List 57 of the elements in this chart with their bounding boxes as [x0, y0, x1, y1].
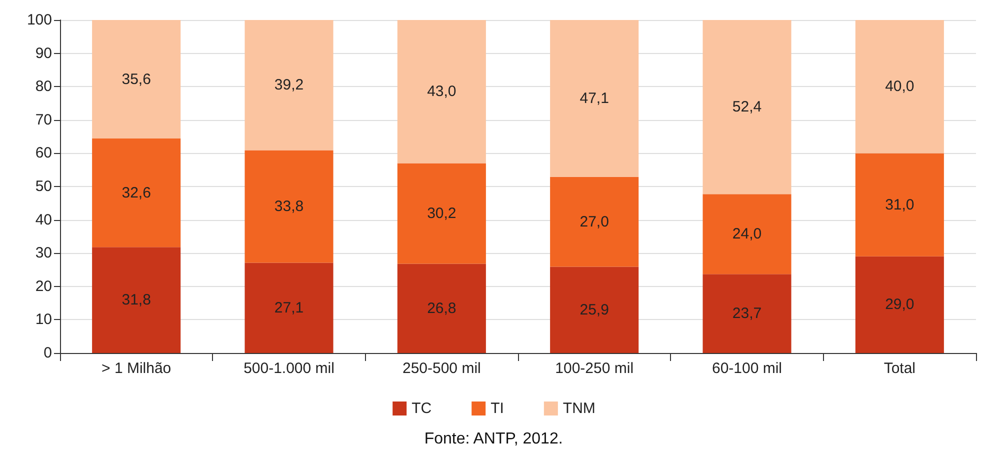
bar [702, 20, 792, 194]
data-label: 23,7 [732, 305, 762, 322]
legend-label: TNM [562, 400, 596, 417]
y-tick-label: 60 [35, 144, 52, 162]
x-tick-label: Total [884, 360, 916, 377]
data-label: 30,2 [427, 204, 456, 222]
bar [397, 163, 486, 264]
data-label: 26,8 [427, 300, 456, 317]
y-tick-label: 10 [35, 311, 52, 328]
data-label: 43,0 [427, 83, 456, 100]
data-label: 47,1 [580, 90, 609, 107]
y-tick-label: 70 [35, 111, 52, 128]
data-label: 29,0 [885, 296, 914, 314]
source-note: Fonte: ANTP, 2012. [424, 430, 563, 448]
bar [855, 256, 944, 353]
data-label: 25,9 [580, 301, 609, 318]
x-tick-label: 500-1.000 mil [244, 360, 334, 377]
data-label: 31,0 [885, 196, 914, 214]
x-tick-label: 250-500 mil [402, 360, 481, 377]
y-tick-label: 30 [35, 244, 52, 262]
bar [244, 150, 334, 263]
legend-label: TC [412, 400, 432, 417]
legend-label: TI [490, 400, 504, 417]
data-label: 27,1 [274, 299, 304, 316]
y-tick-label: 50 [35, 178, 52, 195]
y-tick-label: 90 [35, 44, 52, 62]
x-tick-label: > 1 Milhão [102, 360, 172, 377]
data-label: 39,2 [274, 76, 304, 94]
bar [855, 153, 944, 256]
data-label: 24,0 [732, 226, 762, 243]
x-tick-label: 100-250 mil [555, 360, 634, 377]
bar [244, 20, 334, 150]
data-label: 52,4 [732, 98, 762, 116]
bar [92, 20, 181, 139]
x-tick-label: 60-100 mil [712, 360, 782, 377]
y-tick-label: 20 [35, 278, 52, 295]
bar [702, 274, 792, 353]
bar [92, 138, 181, 248]
bar [397, 264, 486, 353]
y-tick-label: 100 [26, 12, 52, 28]
data-label: 27,0 [580, 213, 609, 230]
data-label: 40,0 [885, 78, 914, 96]
data-label: 35,6 [122, 70, 151, 88]
bar [702, 194, 792, 274]
bar [92, 247, 181, 353]
data-label: 33,8 [274, 198, 304, 215]
bar [550, 176, 639, 267]
data-label: 32,6 [122, 184, 151, 202]
y-tick-label: 0 [44, 344, 52, 362]
bar [855, 20, 944, 154]
data-label: 31,8 [122, 292, 151, 309]
bar [550, 20, 639, 177]
bar [550, 266, 639, 353]
y-tick-label: 40 [35, 211, 52, 228]
y-tick-label: 80 [35, 78, 52, 96]
bar [244, 262, 334, 353]
bar [397, 20, 486, 164]
